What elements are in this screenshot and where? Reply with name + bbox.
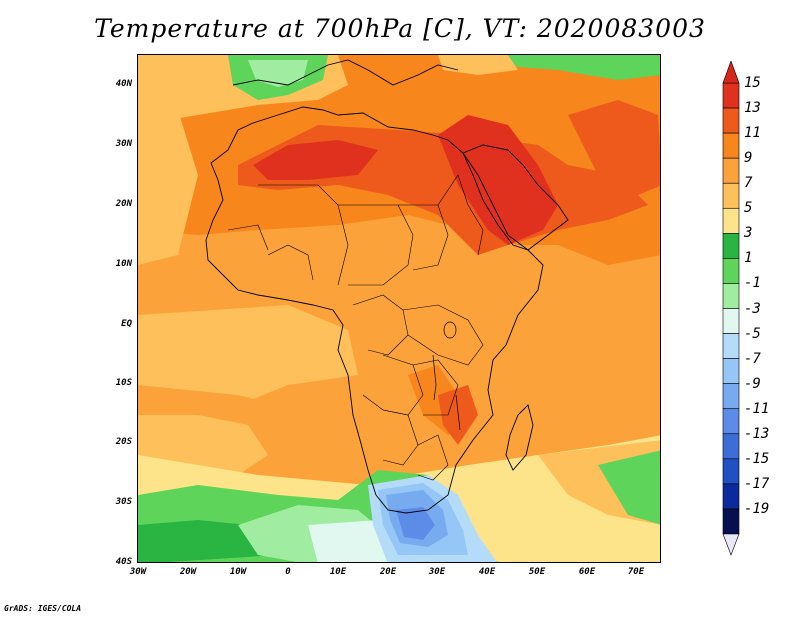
map-field xyxy=(138,55,660,562)
colorbar-min-arrow xyxy=(722,533,740,556)
field-east-green xyxy=(498,55,660,80)
y-tick: 30S xyxy=(115,497,132,507)
colorbar-label: -9 xyxy=(744,375,761,392)
colorbar-label: -5 xyxy=(744,325,761,342)
colorbar-swatch xyxy=(722,458,740,485)
colorbar-label: -7 xyxy=(744,350,761,367)
europe-coast xyxy=(232,59,459,86)
colorbar-label: -17 xyxy=(744,475,770,492)
colorbar-swatch xyxy=(722,433,740,460)
x-tick: 50E xyxy=(528,567,546,577)
colorbar-swatch xyxy=(722,233,740,259)
colorbar-swatch xyxy=(722,258,740,284)
y-tick: 10S xyxy=(115,378,132,388)
colorbar-label: 13 xyxy=(744,100,761,117)
colorbar-swatch xyxy=(722,283,740,309)
colorbar-swatch xyxy=(722,383,740,410)
colorbar-swatch xyxy=(722,483,740,510)
colorbar-swatch xyxy=(722,508,740,535)
field-cold-deeper xyxy=(396,507,435,540)
x-tick: 60E xyxy=(578,567,596,577)
x-tick: 30W xyxy=(129,567,147,577)
field-sahara-core xyxy=(253,140,378,180)
field-iran-core xyxy=(568,100,660,195)
x-tick: 20E xyxy=(379,567,397,577)
colorbar-swatch xyxy=(722,408,740,435)
colorbar-max-arrow xyxy=(722,61,740,84)
colorbar-label: 11 xyxy=(744,125,761,142)
x-tick: 70E xyxy=(627,567,645,577)
y-tick: 20S xyxy=(115,437,132,447)
colorbar-swatch xyxy=(722,207,740,234)
colorbar-label: -19 xyxy=(744,500,770,517)
x-tick: 10E xyxy=(329,567,347,577)
colorbar-label: 1 xyxy=(744,250,753,267)
field-south-atlantic-yellow xyxy=(138,415,268,475)
credit-label: GrADS: IGES/COLA xyxy=(4,604,82,613)
colorbar-label: -1 xyxy=(744,275,761,292)
colorbar-swatch xyxy=(722,358,740,384)
y-tick: 40S xyxy=(115,557,132,567)
colorbar-swatch xyxy=(722,82,740,109)
y-tick: 20N xyxy=(115,199,132,209)
colorbar xyxy=(722,61,740,556)
africa-outline xyxy=(205,106,544,514)
colorbar-swatch xyxy=(722,308,740,334)
madagascar-outline xyxy=(505,404,534,471)
x-tick: 20W xyxy=(179,567,197,577)
colorbar-swatch xyxy=(722,107,740,134)
map-title: Temperature at 700hPa [C], VT: 202008300… xyxy=(94,14,706,43)
arabia-outline xyxy=(462,144,569,251)
country-borders xyxy=(227,174,484,481)
x-tick: 10W xyxy=(229,567,247,577)
temperature-map xyxy=(137,54,661,563)
colorbar-label: 5 xyxy=(744,200,753,217)
colorbar-swatch xyxy=(722,333,740,359)
colorbar-label: 7 xyxy=(744,175,753,192)
colorbar-label: -15 xyxy=(744,450,770,467)
y-tick: 10N xyxy=(115,259,132,269)
colorbar-label: -11 xyxy=(744,400,770,417)
x-tick: 40E xyxy=(478,567,496,577)
field-europe-paleg xyxy=(248,60,308,87)
field-guinea-warm xyxy=(138,305,358,405)
x-tick: 30E xyxy=(428,567,446,577)
colorbar-label: 3 xyxy=(744,225,753,242)
colorbar-label: 9 xyxy=(744,150,753,167)
field-indian-warm xyxy=(498,285,660,395)
colorbar-label: -13 xyxy=(744,425,770,442)
colorbar-label: 15 xyxy=(744,75,761,91)
lakes xyxy=(432,321,461,431)
field-arabia-core xyxy=(438,115,558,245)
y-tick: EQ xyxy=(121,319,132,329)
colorbar-swatch xyxy=(722,132,740,159)
x-tick: 0 xyxy=(285,567,291,577)
colorbar-swatch xyxy=(722,182,740,209)
colorbar-label: -3 xyxy=(744,300,761,317)
colorbar-swatch xyxy=(722,157,740,184)
y-tick: 40N xyxy=(115,79,132,89)
field-east-green-south xyxy=(598,450,660,525)
y-tick: 30N xyxy=(115,139,132,149)
field-atlantic-west xyxy=(138,110,198,265)
